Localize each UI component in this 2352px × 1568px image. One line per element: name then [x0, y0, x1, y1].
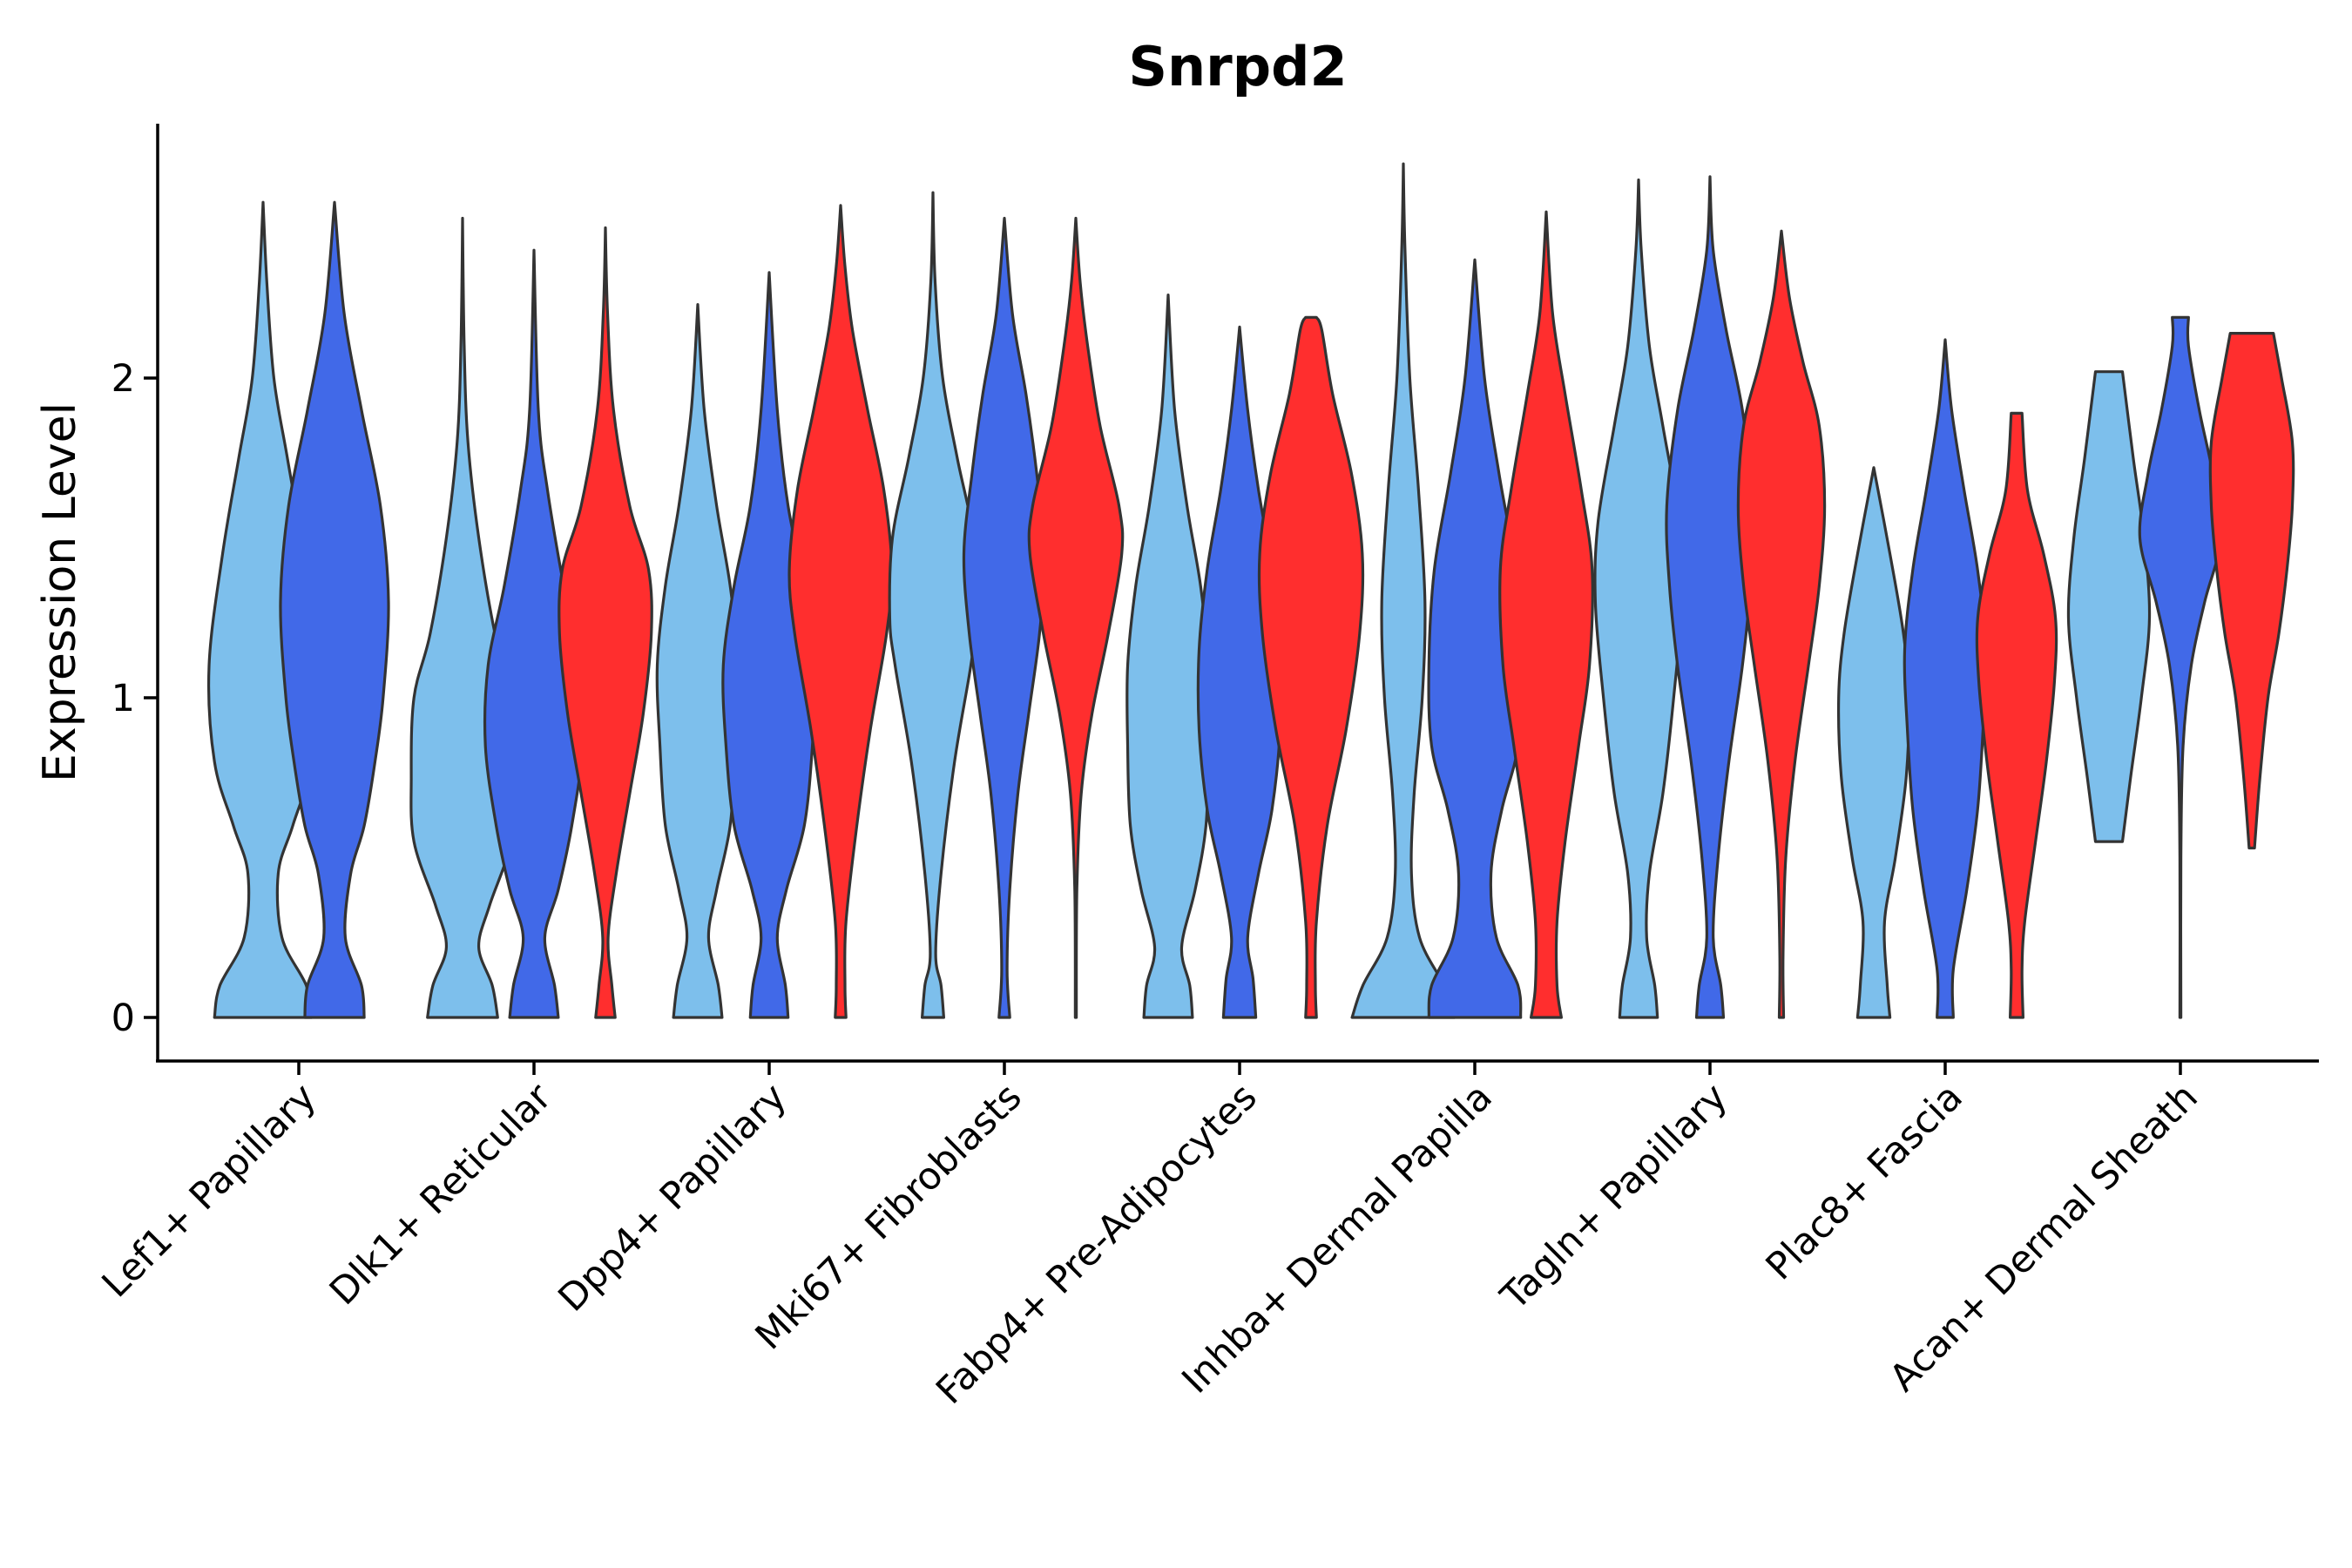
- violin-plac8-fascia-light-blue: [1836, 466, 1911, 1019]
- y-ticks-group: 0 1 2: [112, 357, 158, 1040]
- x-tick-label: Dlk1+ Reticular: [321, 1075, 560, 1314]
- violin-fabp4-pre-adipocytes-royal-blue: [1196, 325, 1283, 1019]
- violin-fabp4-pre-adipocytes-light-blue: [1125, 294, 1211, 1019]
- violin-mki67-fibroblasts-red: [1027, 216, 1125, 1019]
- violin-tagln-papillary-royal-blue: [1665, 175, 1755, 1019]
- violin-dpp4-papillary-light-blue: [655, 303, 740, 1019]
- violin-acan-dermal-sheath-light-blue: [2066, 370, 2152, 843]
- violin-mki67-fibroblasts-light-blue: [888, 191, 978, 1019]
- violin-lef1-papillary-light-blue: [206, 200, 320, 1019]
- violin-dlk1-reticular-royal-blue: [483, 248, 585, 1019]
- violin-mki67-fibroblasts-royal-blue: [962, 216, 1047, 1019]
- violin-plac8-fascia-royal-blue: [1903, 338, 1988, 1019]
- violin-plac8-fascia-red: [1975, 411, 2058, 1019]
- violin-dpp4-papillary-red: [787, 204, 894, 1019]
- axes-group: [156, 124, 2319, 1063]
- violin-inhba-dermal-papilla-light-blue: [1350, 162, 1456, 1019]
- y-tick-label: 0: [112, 997, 135, 1040]
- x-tick-label: Tagln+ Papillary: [1492, 1075, 1736, 1319]
- violin-dpp4-papillary-royal-blue: [721, 271, 817, 1019]
- x-tick-label: Lef1+ Papillary: [94, 1075, 325, 1306]
- x-tick-label: Dpp4+ Papillary: [551, 1075, 795, 1320]
- x-tick-label: Mki67+ Fibroblasts: [747, 1075, 1031, 1358]
- y-tick-label: 1: [112, 677, 135, 720]
- violin-inhba-dermal-papilla-red: [1498, 210, 1594, 1019]
- violin-inhba-dermal-papilla-royal-blue: [1427, 258, 1523, 1019]
- violin-tagln-papillary-light-blue: [1593, 178, 1684, 1019]
- y-tick-label: 2: [112, 357, 135, 401]
- violin-acan-dermal-sheath-royal-blue: [2138, 315, 2223, 1019]
- x-tick-label: Plac8+ Fascia: [1758, 1075, 1971, 1288]
- y-axis-label: Expression Level: [34, 402, 86, 782]
- violin-lef1-papillary-royal-blue: [279, 200, 390, 1019]
- violin-dlk1-reticular-red: [558, 226, 653, 1019]
- violin-tagln-papillary-red: [1736, 229, 1827, 1019]
- chart-title: Snrpd2: [1128, 35, 1347, 98]
- violin-fabp4-pre-adipocytes-red: [1257, 315, 1365, 1019]
- violins-group: [206, 162, 2295, 1019]
- violin-acan-dermal-sheath-red: [2208, 332, 2295, 850]
